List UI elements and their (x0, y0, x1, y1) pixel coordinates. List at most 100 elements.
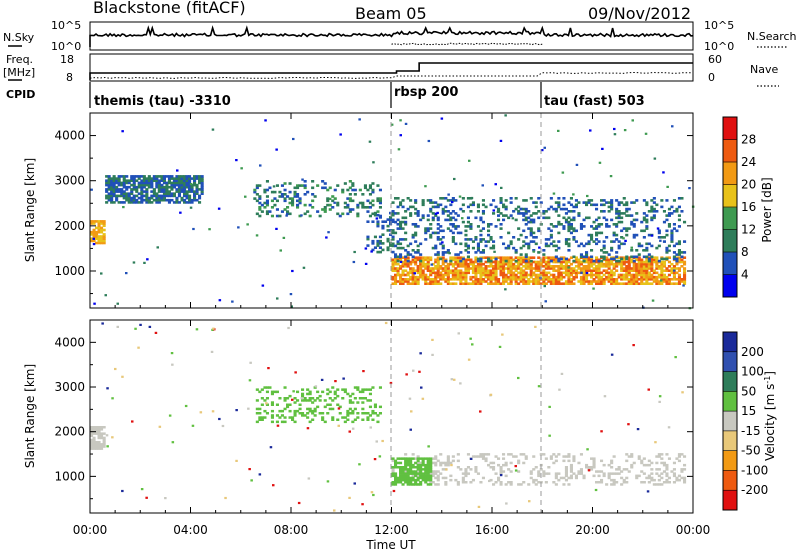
heat-cell (90, 220, 94, 223)
heat-cell (454, 212, 458, 215)
heat-cell (185, 201, 189, 204)
heat-cell (157, 179, 161, 182)
heat-cell (92, 243, 96, 246)
heat-cell (680, 258, 684, 262)
heat-cell (110, 188, 114, 191)
heat-cell (512, 278, 516, 281)
heat-cell (677, 251, 681, 254)
heat-cell (627, 269, 631, 272)
heat-cell (165, 190, 169, 193)
heat-cell (567, 455, 571, 458)
heat-cell (552, 240, 556, 243)
heat-cell (605, 236, 609, 239)
heat-cell (372, 161, 375, 164)
heat-cell (534, 282, 538, 285)
heat-cell (386, 229, 390, 232)
heat-cell (333, 188, 337, 192)
heat-cell (627, 282, 631, 285)
heat-cell (429, 233, 433, 237)
heat-cell (429, 236, 433, 239)
heat-cell (552, 273, 556, 277)
heat-cell (429, 466, 433, 469)
heat-cell (406, 244, 410, 248)
heat-cell (635, 199, 639, 202)
heat-cell (288, 197, 292, 200)
heat-cell (421, 472, 425, 475)
heat-cell (419, 242, 423, 246)
heat-cell (602, 269, 606, 272)
heat-cell (564, 273, 568, 277)
heat-cell (454, 227, 458, 230)
heat-cell (620, 483, 624, 486)
heat-cell (587, 240, 591, 243)
heat-cell (311, 401, 315, 404)
heat-cell (404, 474, 408, 478)
heat-cell (275, 414, 279, 417)
heat-cell (150, 177, 154, 180)
heat-cell (559, 267, 563, 270)
heat-cell (162, 192, 166, 195)
heat-cell (441, 244, 445, 248)
heat-cell (615, 265, 619, 268)
heat-cell (607, 271, 611, 275)
heat-cell (524, 255, 528, 259)
heat-cell (507, 269, 511, 272)
heat-cell (577, 267, 581, 270)
heat-cell (487, 240, 491, 243)
heat-cell (130, 192, 134, 195)
heat-cell (399, 260, 403, 263)
heat-cell (198, 177, 202, 180)
heat-cell (429, 199, 433, 202)
heat-cell (647, 474, 651, 478)
heat-cell (677, 205, 681, 209)
heat-cell (283, 407, 287, 411)
heat-cell (534, 265, 538, 268)
heat-cell (499, 212, 503, 215)
heat-cell (579, 453, 583, 456)
heat-cell (479, 259, 483, 263)
heat-cell (539, 201, 543, 204)
heat-cell (499, 468, 503, 471)
heat-cell (590, 260, 594, 264)
heat-cell (517, 210, 521, 213)
heat-cell (537, 474, 541, 478)
heat-cell (396, 481, 400, 484)
heat-cell (667, 256, 671, 259)
heat-cell (391, 470, 395, 473)
heat-cell (620, 216, 624, 220)
heat-cell (200, 183, 204, 187)
heat-cell (326, 388, 330, 391)
heat-cell (547, 238, 551, 241)
freq-right-label: Nave (750, 63, 778, 76)
heat-cell (489, 282, 493, 285)
heat-cell (582, 476, 586, 480)
heat-cell (157, 183, 161, 187)
heat-cell (481, 453, 485, 456)
heat-cell (615, 251, 619, 254)
heat-cell (454, 262, 458, 266)
heat-cell (336, 184, 340, 187)
heat-cell (529, 265, 533, 268)
heat-cell (404, 255, 408, 259)
heat-cell (615, 233, 619, 237)
heat-cell (401, 216, 405, 220)
heat-cell (404, 280, 408, 283)
heat-cell (675, 242, 679, 246)
heat-cell (607, 253, 611, 256)
heat-cell (265, 403, 269, 406)
heat-cell (244, 195, 247, 198)
heat-cell (517, 262, 521, 266)
heat-cell (625, 282, 629, 285)
heat-cell (127, 179, 131, 182)
heat-cell (646, 490, 650, 493)
heat-cell (270, 214, 274, 218)
heat-cell (645, 225, 649, 228)
heat-cell (567, 216, 571, 220)
heat-cell (507, 468, 511, 471)
heat-cell (622, 260, 626, 264)
heat-cell (499, 260, 503, 264)
heat-cell (471, 265, 475, 268)
heat-cell (499, 265, 503, 268)
heat-cell (419, 468, 423, 471)
heat-cell (399, 457, 403, 460)
